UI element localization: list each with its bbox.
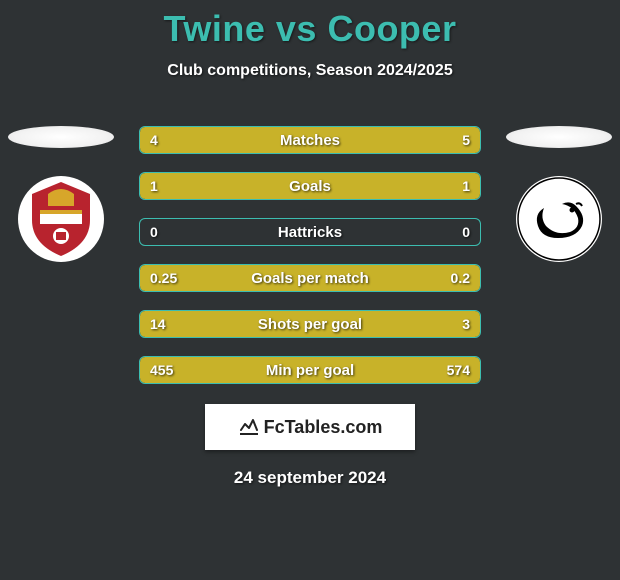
comparison-title: Twine vs Cooper xyxy=(0,0,620,50)
stat-row: Goals1 1 xyxy=(139,172,481,200)
stat-value-right: 3 xyxy=(462,311,470,337)
stat-value-right: 0.2 xyxy=(451,265,470,291)
stat-label: Goals per match xyxy=(140,265,480,291)
left-player-column xyxy=(8,126,114,262)
branding-text: FcTables.com xyxy=(264,417,383,438)
stat-label: Shots per goal xyxy=(140,311,480,337)
branding-badge: FcTables.com xyxy=(205,404,415,450)
stat-label: Hattricks xyxy=(140,219,480,245)
stat-label: Min per goal xyxy=(140,357,480,383)
stat-value-left: 4 xyxy=(150,127,158,153)
stat-row: Min per goal455 574 xyxy=(139,356,481,384)
stat-value-left: 0.25 xyxy=(150,265,177,291)
stat-value-right: 574 xyxy=(447,357,470,383)
branding-logo-icon xyxy=(238,416,260,438)
right-club-crest-icon xyxy=(516,176,602,262)
stat-label: Matches xyxy=(140,127,480,153)
stat-value-right: 5 xyxy=(462,127,470,153)
stat-value-left: 14 xyxy=(150,311,166,337)
left-club-crest-icon xyxy=(18,176,104,262)
stat-bars: Matches4 5 Goals1 1 Hattricks0 0 Goals per mat… xyxy=(139,126,481,384)
right-player-column xyxy=(506,126,612,262)
left-player-oval xyxy=(8,126,114,148)
stat-row: Shots per goal14 3 xyxy=(139,310,481,338)
stat-value-left: 1 xyxy=(150,173,158,199)
stat-value-left: 455 xyxy=(150,357,173,383)
season-subtitle: Club competitions, Season 2024/2025 xyxy=(0,62,620,80)
stat-row: Hattricks0 0 xyxy=(139,218,481,246)
stat-row: Goals per match0.25 0.2 xyxy=(139,264,481,292)
stat-value-left: 0 xyxy=(150,219,158,245)
comparison-date: 24 september 2024 xyxy=(0,468,620,488)
stat-row: Matches4 5 xyxy=(139,126,481,154)
stat-value-right: 1 xyxy=(462,173,470,199)
stat-value-right: 0 xyxy=(462,219,470,245)
stat-label: Goals xyxy=(140,173,480,199)
player-right-name: Cooper xyxy=(327,8,456,49)
right-player-oval xyxy=(506,126,612,148)
player-left-name: Twine xyxy=(164,8,266,49)
comparison-chart: Matches4 5 Goals1 1 Hattricks0 0 Goals per mat… xyxy=(0,126,620,384)
vs-word: vs xyxy=(276,8,317,49)
